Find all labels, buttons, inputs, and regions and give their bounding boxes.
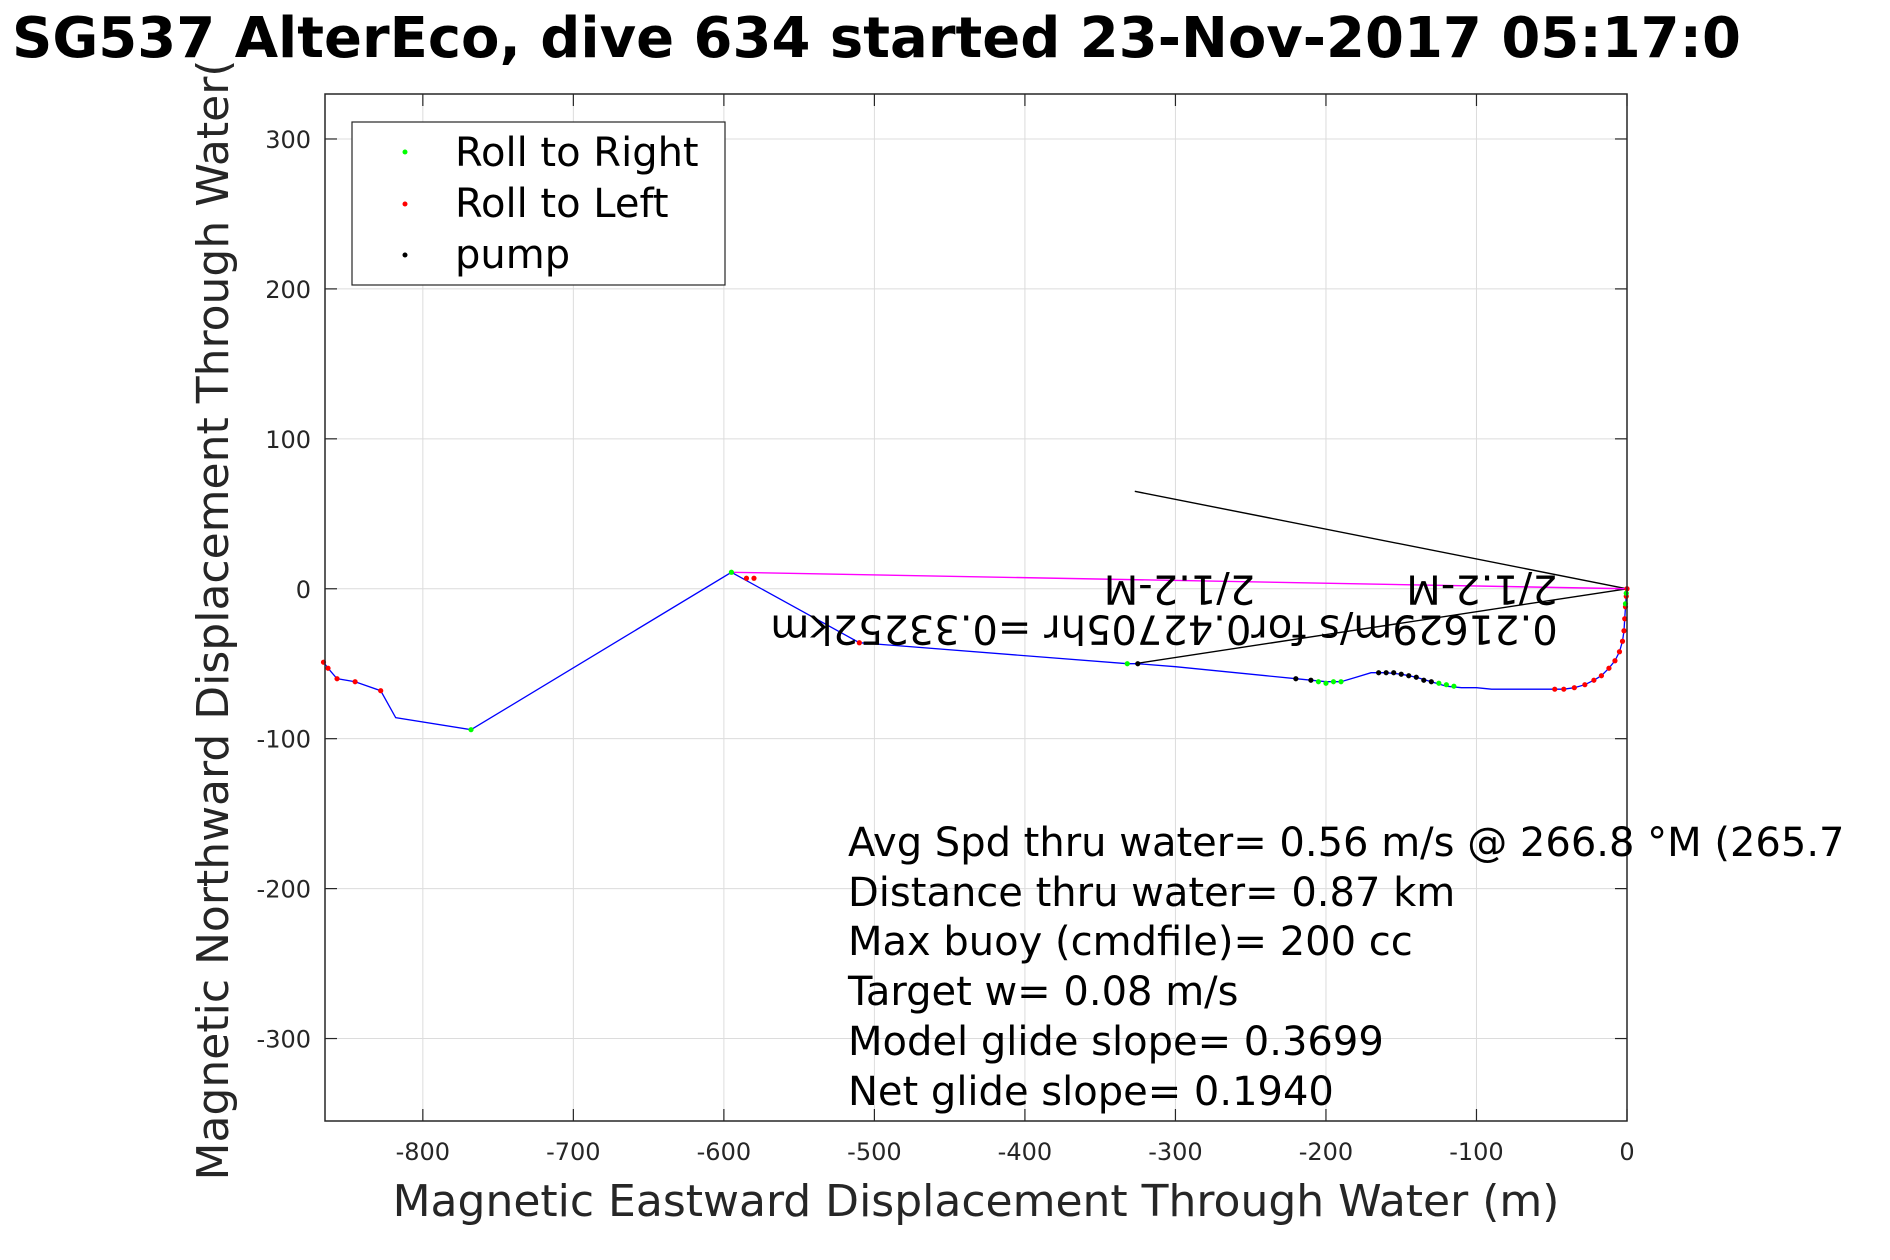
x-tick-labels: -800 -700 -600 -500 -400 -300 -200 -100 0 xyxy=(396,1138,1635,1166)
roll-left-point xyxy=(334,676,340,682)
roll-left-point xyxy=(743,575,750,581)
legend-label-pump: pump xyxy=(455,232,570,278)
y-tick-label: 200 xyxy=(265,276,311,304)
pump-point xyxy=(1308,677,1314,683)
y-tick-label: -300 xyxy=(257,1026,311,1054)
pump-point xyxy=(1383,670,1389,676)
x-tick-label: -800 xyxy=(396,1138,450,1166)
y-tick-label: 300 xyxy=(265,126,311,154)
stat-model-glide-slope: Model glide slope= 0.3699 xyxy=(848,1019,1384,1065)
x-tick-label: -700 xyxy=(546,1138,600,1166)
legend: Roll to Right Roll to Left pump xyxy=(351,121,726,286)
legend-label-roll-left: Roll to Left xyxy=(455,181,669,227)
roll-right-point xyxy=(1315,679,1322,685)
roll-left-point xyxy=(1571,685,1577,691)
roll-left-point xyxy=(1621,628,1627,634)
roll-right-point xyxy=(1338,679,1344,685)
roll-left-point xyxy=(751,575,757,581)
heading-line xyxy=(1134,490,1628,590)
pump-point xyxy=(1293,676,1299,682)
grid xyxy=(325,94,1628,1121)
heading-line xyxy=(731,571,1628,590)
legend-label-roll-right: Roll to Right xyxy=(455,130,699,176)
y-tick-label: -100 xyxy=(257,726,311,754)
roll-left-point xyxy=(378,688,384,694)
roll-left-point xyxy=(1622,616,1628,622)
pump-point xyxy=(1428,679,1434,685)
dive-stats: Avg Spd thru water= 0.56 m/s @ 266.8 °M … xyxy=(847,820,1844,1115)
roll-left-point xyxy=(352,679,358,685)
y-tick-label: 100 xyxy=(265,426,311,454)
roll-left-point xyxy=(1616,649,1623,655)
track-annotations: 2/1.2-M0.21629m/s for0.42705hr =0.33252k… xyxy=(770,565,1557,651)
x-axis-label: Magnetic Eastward Displacement Through W… xyxy=(393,1176,1560,1227)
x-tick-label: -400 xyxy=(998,1138,1052,1166)
track-annotation: 2/1.2-M xyxy=(1104,565,1255,611)
pump-point xyxy=(1406,673,1412,679)
stat-target-w: Target w= 0.08 m/s xyxy=(847,969,1238,1015)
x-tick-label: -300 xyxy=(1148,1138,1202,1166)
legend-box xyxy=(351,121,726,286)
roll-right-point xyxy=(1443,682,1449,688)
x-tick-label: -100 xyxy=(1449,1138,1503,1166)
y-tick-labels: 300 200 100 0 -100 -200 -300 xyxy=(257,126,311,1054)
legend-marker-pump xyxy=(402,252,408,258)
x-tick-label: -500 xyxy=(847,1138,901,1166)
plot-frame xyxy=(324,93,1628,1122)
roll-left-point xyxy=(1591,677,1597,683)
roll-left-point xyxy=(856,640,862,646)
roll-left-point xyxy=(1598,673,1605,679)
stat-net-glide-slope: Net glide slope= 0.1940 xyxy=(848,1069,1334,1115)
track-annotation: 2/1.2-M xyxy=(1406,565,1557,611)
y-tick-label: 0 xyxy=(296,576,311,604)
roll-right-point xyxy=(1436,680,1442,686)
pump-point xyxy=(1135,661,1141,667)
stat-max-buoy: Max buoy (cmdfile)= 200 cc xyxy=(848,919,1413,965)
pump-point xyxy=(1398,671,1404,677)
pump-point xyxy=(1413,674,1419,680)
roll-right-point xyxy=(1323,680,1329,686)
track-annotation: 0.21629m/s for0.42705hr =0.33252km xyxy=(770,606,1557,652)
stat-avg-speed: Avg Spd thru water= 0.56 m/s @ 266.8 °M … xyxy=(848,820,1844,866)
roll-right-point xyxy=(728,569,735,575)
series-layer xyxy=(320,490,1630,733)
x-tick-label: -200 xyxy=(1299,1138,1353,1166)
x-tick-label: -600 xyxy=(697,1138,751,1166)
roll-left-point xyxy=(1612,658,1618,664)
pump-point xyxy=(1376,670,1382,676)
pump-point xyxy=(1421,677,1427,683)
roll-right-point xyxy=(1451,683,1457,689)
pump-point xyxy=(1391,670,1397,676)
roll-right-point xyxy=(1623,590,1629,596)
roll-left-point xyxy=(1552,686,1558,692)
x-tick-label: 0 xyxy=(1619,1138,1634,1166)
roll-left-point xyxy=(1582,682,1588,688)
roll-left-point xyxy=(1619,638,1626,644)
legend-marker-roll-right xyxy=(402,149,408,155)
roll-right-point xyxy=(1330,679,1337,685)
y-tick-label: -200 xyxy=(257,876,311,904)
stat-distance: Distance thru water= 0.87 km xyxy=(848,870,1455,916)
legend-marker-roll-left xyxy=(402,201,408,207)
roll-left-point xyxy=(325,665,331,671)
roll-left-point xyxy=(1561,686,1567,692)
roll-right-point xyxy=(1124,661,1130,667)
chart-title: SG537 AlterEco, dive 634 started 23-Nov-… xyxy=(12,6,1741,71)
roll-right-point xyxy=(468,727,474,733)
roll-left-point xyxy=(1606,665,1612,671)
y-axis-label: Magnetic Northward Displacement Through … xyxy=(188,60,239,1181)
heading-line xyxy=(1134,588,1628,665)
